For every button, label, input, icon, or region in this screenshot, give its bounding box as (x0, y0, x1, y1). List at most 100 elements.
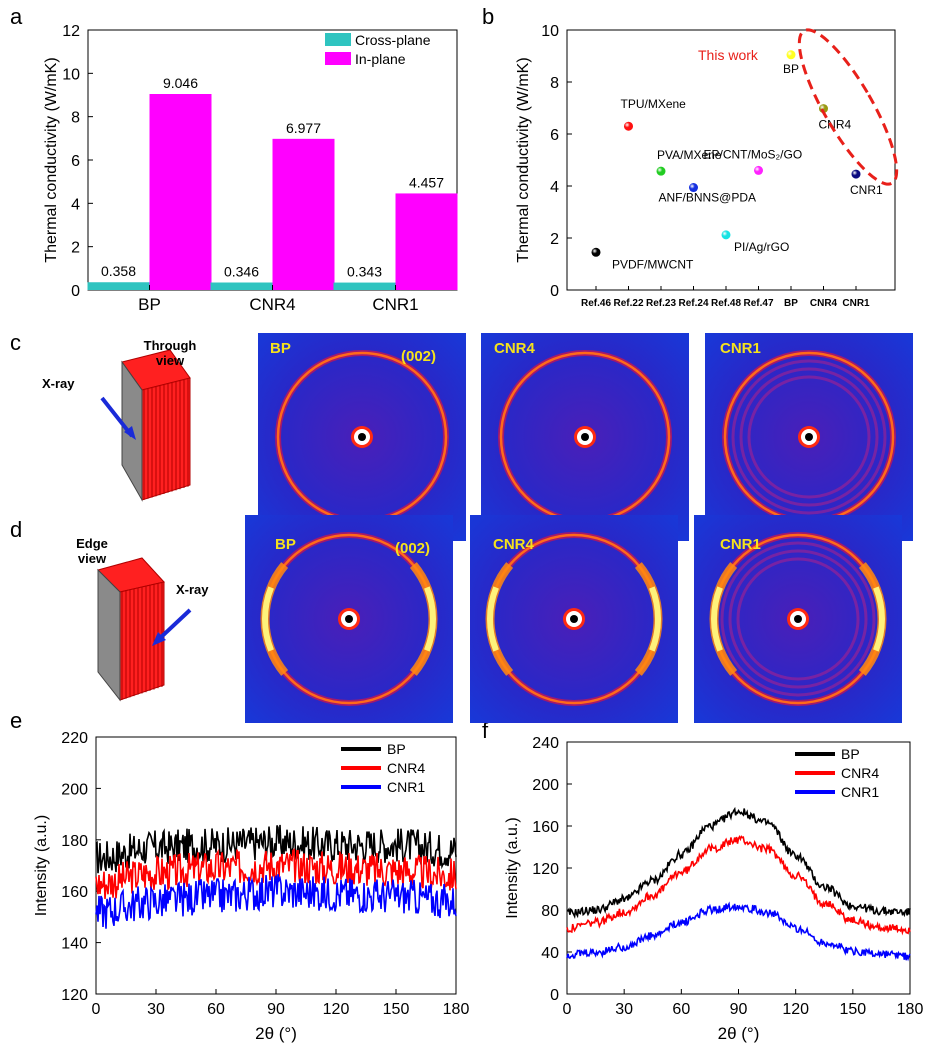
inner-ring (736, 557, 860, 681)
bar-value-label: 0.343 (347, 264, 382, 280)
series-line-cnr1 (566, 901, 911, 962)
beam-stop-center (570, 615, 578, 623)
point-label: EP/CNT/MoS₂/GO (704, 147, 803, 161)
equatorial-arc-left-core (487, 586, 499, 652)
y-tick-label-a: 12 (62, 23, 80, 40)
bar-cross-plane (333, 282, 396, 290)
diffraction-pattern (245, 515, 453, 723)
scatter-point (786, 50, 796, 60)
y-axis-label-a: Thermal conductivity (W/mK) (43, 57, 60, 262)
x-tick-label: 0 (563, 1001, 572, 1018)
x-tick-label-b: CNR1 (842, 298, 870, 309)
xrd-edge-cnr1 (694, 515, 902, 723)
xrd-label-bp-c: BP (270, 340, 291, 357)
series-line-bp (566, 806, 911, 920)
panel-label-e: e (10, 708, 23, 733)
x-tick-label-b: BP (784, 298, 798, 309)
through-view-label: Through view (143, 338, 197, 368)
y-tick-label-a: 2 (71, 240, 80, 257)
bar-in-plane (395, 193, 458, 290)
xrd-through-cnr4 (481, 333, 689, 541)
bar-value-label: 0.358 (101, 263, 136, 279)
chart-f-line: 0 40 80 120 160 200 240 0 30 60 90 120 150 180 2θ (°) I… (504, 735, 923, 1043)
y-tick-label-b: 0 (550, 283, 559, 300)
y-tick-label: 240 (532, 735, 559, 752)
beam-stop-center (358, 433, 366, 441)
x-tick-label-b: Ref.46 (581, 298, 611, 309)
equatorial-arc-right-core (424, 586, 436, 652)
y-axis-label: Intensity (a.u.) (504, 817, 521, 918)
this-work-label: This work (698, 47, 759, 63)
scatter-point (656, 166, 666, 176)
panel-label-f: f (482, 718, 489, 743)
xray-arrow (100, 396, 134, 438)
panel-label-c: c (10, 330, 21, 355)
y-tick-label-a: 10 (62, 66, 80, 83)
xray-label-edge: X-ray (176, 582, 209, 597)
x-tick-label: 120 (782, 1001, 809, 1018)
inner-ring (720, 541, 876, 697)
bar-cross-plane (210, 282, 273, 290)
chart-e-line: 120 140 160 180 200 220 0 30 60 90 120 150 180 2θ (°)… (33, 730, 469, 1043)
bar-cross-plane (87, 282, 150, 290)
edge-view-label: Edge view (76, 536, 108, 566)
x-tick-label: 90 (267, 1001, 285, 1018)
series-line-cnr1 (95, 874, 457, 929)
diffraction-pattern (705, 333, 913, 541)
y-tick-label: 80 (541, 903, 559, 920)
scatter-point (721, 230, 731, 240)
scatter-point (624, 121, 633, 131)
equatorial-arc-right-core (873, 586, 885, 652)
point-label: BP (783, 62, 799, 76)
panel-label-d: d (10, 517, 23, 542)
beam-stop-center (581, 433, 589, 441)
point-label: PI/Ag/rGO (734, 240, 789, 254)
y-tick-label: 200 (532, 777, 559, 794)
bar-in-plane (272, 138, 335, 290)
y-tick-label: 40 (541, 945, 559, 962)
y-tick-label-b: 4 (550, 179, 559, 196)
equatorial-arc-left-core (262, 586, 274, 652)
legend-label: CNR4 (841, 765, 879, 781)
point-label: PVDF/MWCNT (612, 257, 694, 271)
y-tick-label: 180 (61, 833, 88, 850)
equatorial-arc-right-core (649, 586, 661, 652)
y-tick-label-b: 2 (550, 231, 559, 248)
y-tick-label-b: 10 (541, 23, 559, 40)
y-tick-label-b: 8 (550, 75, 559, 92)
legend-label: CNR1 (387, 779, 425, 795)
beam-stop-center (805, 433, 813, 441)
bar-value-label: 9.046 (163, 75, 198, 91)
legend-swatch (325, 33, 351, 46)
y-tick-label: 120 (532, 861, 559, 878)
x-tick-label: 120 (323, 1001, 350, 1018)
bar-value-label: 6.977 (286, 120, 321, 136)
point-label: CNR4 (819, 118, 852, 132)
equatorial-arc-left-core (711, 586, 723, 652)
xrd-peak-label-c: (002) (401, 348, 437, 365)
x-tick-label-b: CNR4 (810, 298, 838, 309)
xrd-through-bp (258, 333, 466, 541)
y-tick-label: 120 (61, 987, 88, 1004)
xrd-edge-bp (245, 515, 453, 723)
legend-swatch (325, 52, 351, 65)
y-tick-label-b: 6 (550, 127, 559, 144)
beam-stop-center (794, 615, 802, 623)
panel-label-b: b (482, 4, 495, 29)
xrd-edge-cnr4 (470, 515, 678, 723)
legend-label: CNR1 (841, 784, 879, 800)
scatter-point (851, 169, 861, 179)
series-line-bp (95, 824, 457, 874)
inner-ring (731, 359, 887, 515)
y-tick-label-a: 0 (71, 283, 80, 300)
xrd-label-cnr4-c: CNR4 (494, 340, 535, 357)
xrd-label-bp-d: BP (275, 536, 296, 553)
x-tick-label: 0 (92, 1001, 101, 1018)
series-line-cnr4 (566, 835, 911, 936)
legend-label: BP (841, 746, 860, 762)
bar-in-plane (149, 94, 212, 291)
point-label: PVA/MXene (657, 148, 722, 162)
diffraction-pattern (258, 333, 466, 541)
y-tick-label: 200 (61, 781, 88, 798)
x-axis-label: 2θ (°) (718, 1024, 760, 1043)
